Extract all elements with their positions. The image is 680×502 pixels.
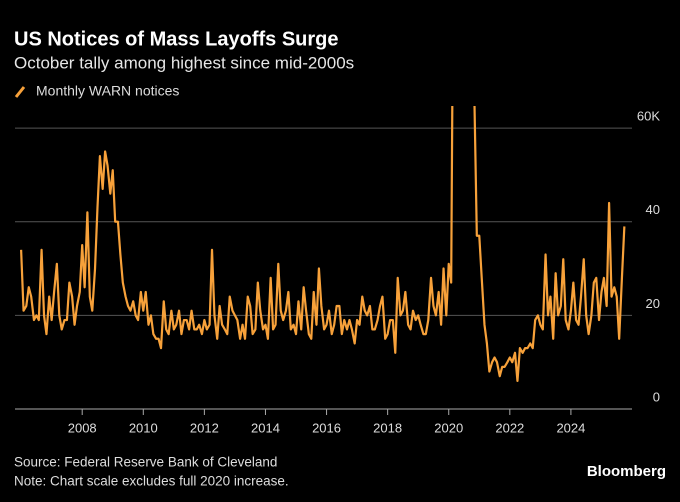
note: Note: Chart scale excludes full 2020 inc… xyxy=(14,474,289,489)
x-tick-label: 2008 xyxy=(68,420,97,435)
x-tick-label: 2010 xyxy=(129,420,158,435)
brand: Bloomberg xyxy=(587,463,666,480)
y-tick-label: 0 xyxy=(653,389,660,404)
x-tick-label: 2016 xyxy=(312,420,341,435)
x-tick-label: 2014 xyxy=(251,420,280,435)
chart-title: US Notices of Mass Layoffs Surge xyxy=(14,28,339,50)
x-tick-label: 2012 xyxy=(190,420,219,435)
x-tick-label: 2024 xyxy=(556,420,585,435)
data-line xyxy=(20,106,626,383)
y-tick-label: 40 xyxy=(646,202,660,217)
y-tick-label: 20 xyxy=(646,296,660,311)
y-tick-label: 60K xyxy=(637,109,660,124)
chart-subtitle: October tally among highest since mid-20… xyxy=(14,53,354,72)
legend-swatch xyxy=(14,86,26,98)
x-tick-label: 2020 xyxy=(434,420,463,435)
source: Source: Federal Reserve Bank of Clevelan… xyxy=(14,455,277,470)
x-tick-label: 2022 xyxy=(495,420,524,435)
x-tick-label: 2018 xyxy=(373,420,402,435)
legend-label: Monthly WARN notices xyxy=(36,83,179,99)
